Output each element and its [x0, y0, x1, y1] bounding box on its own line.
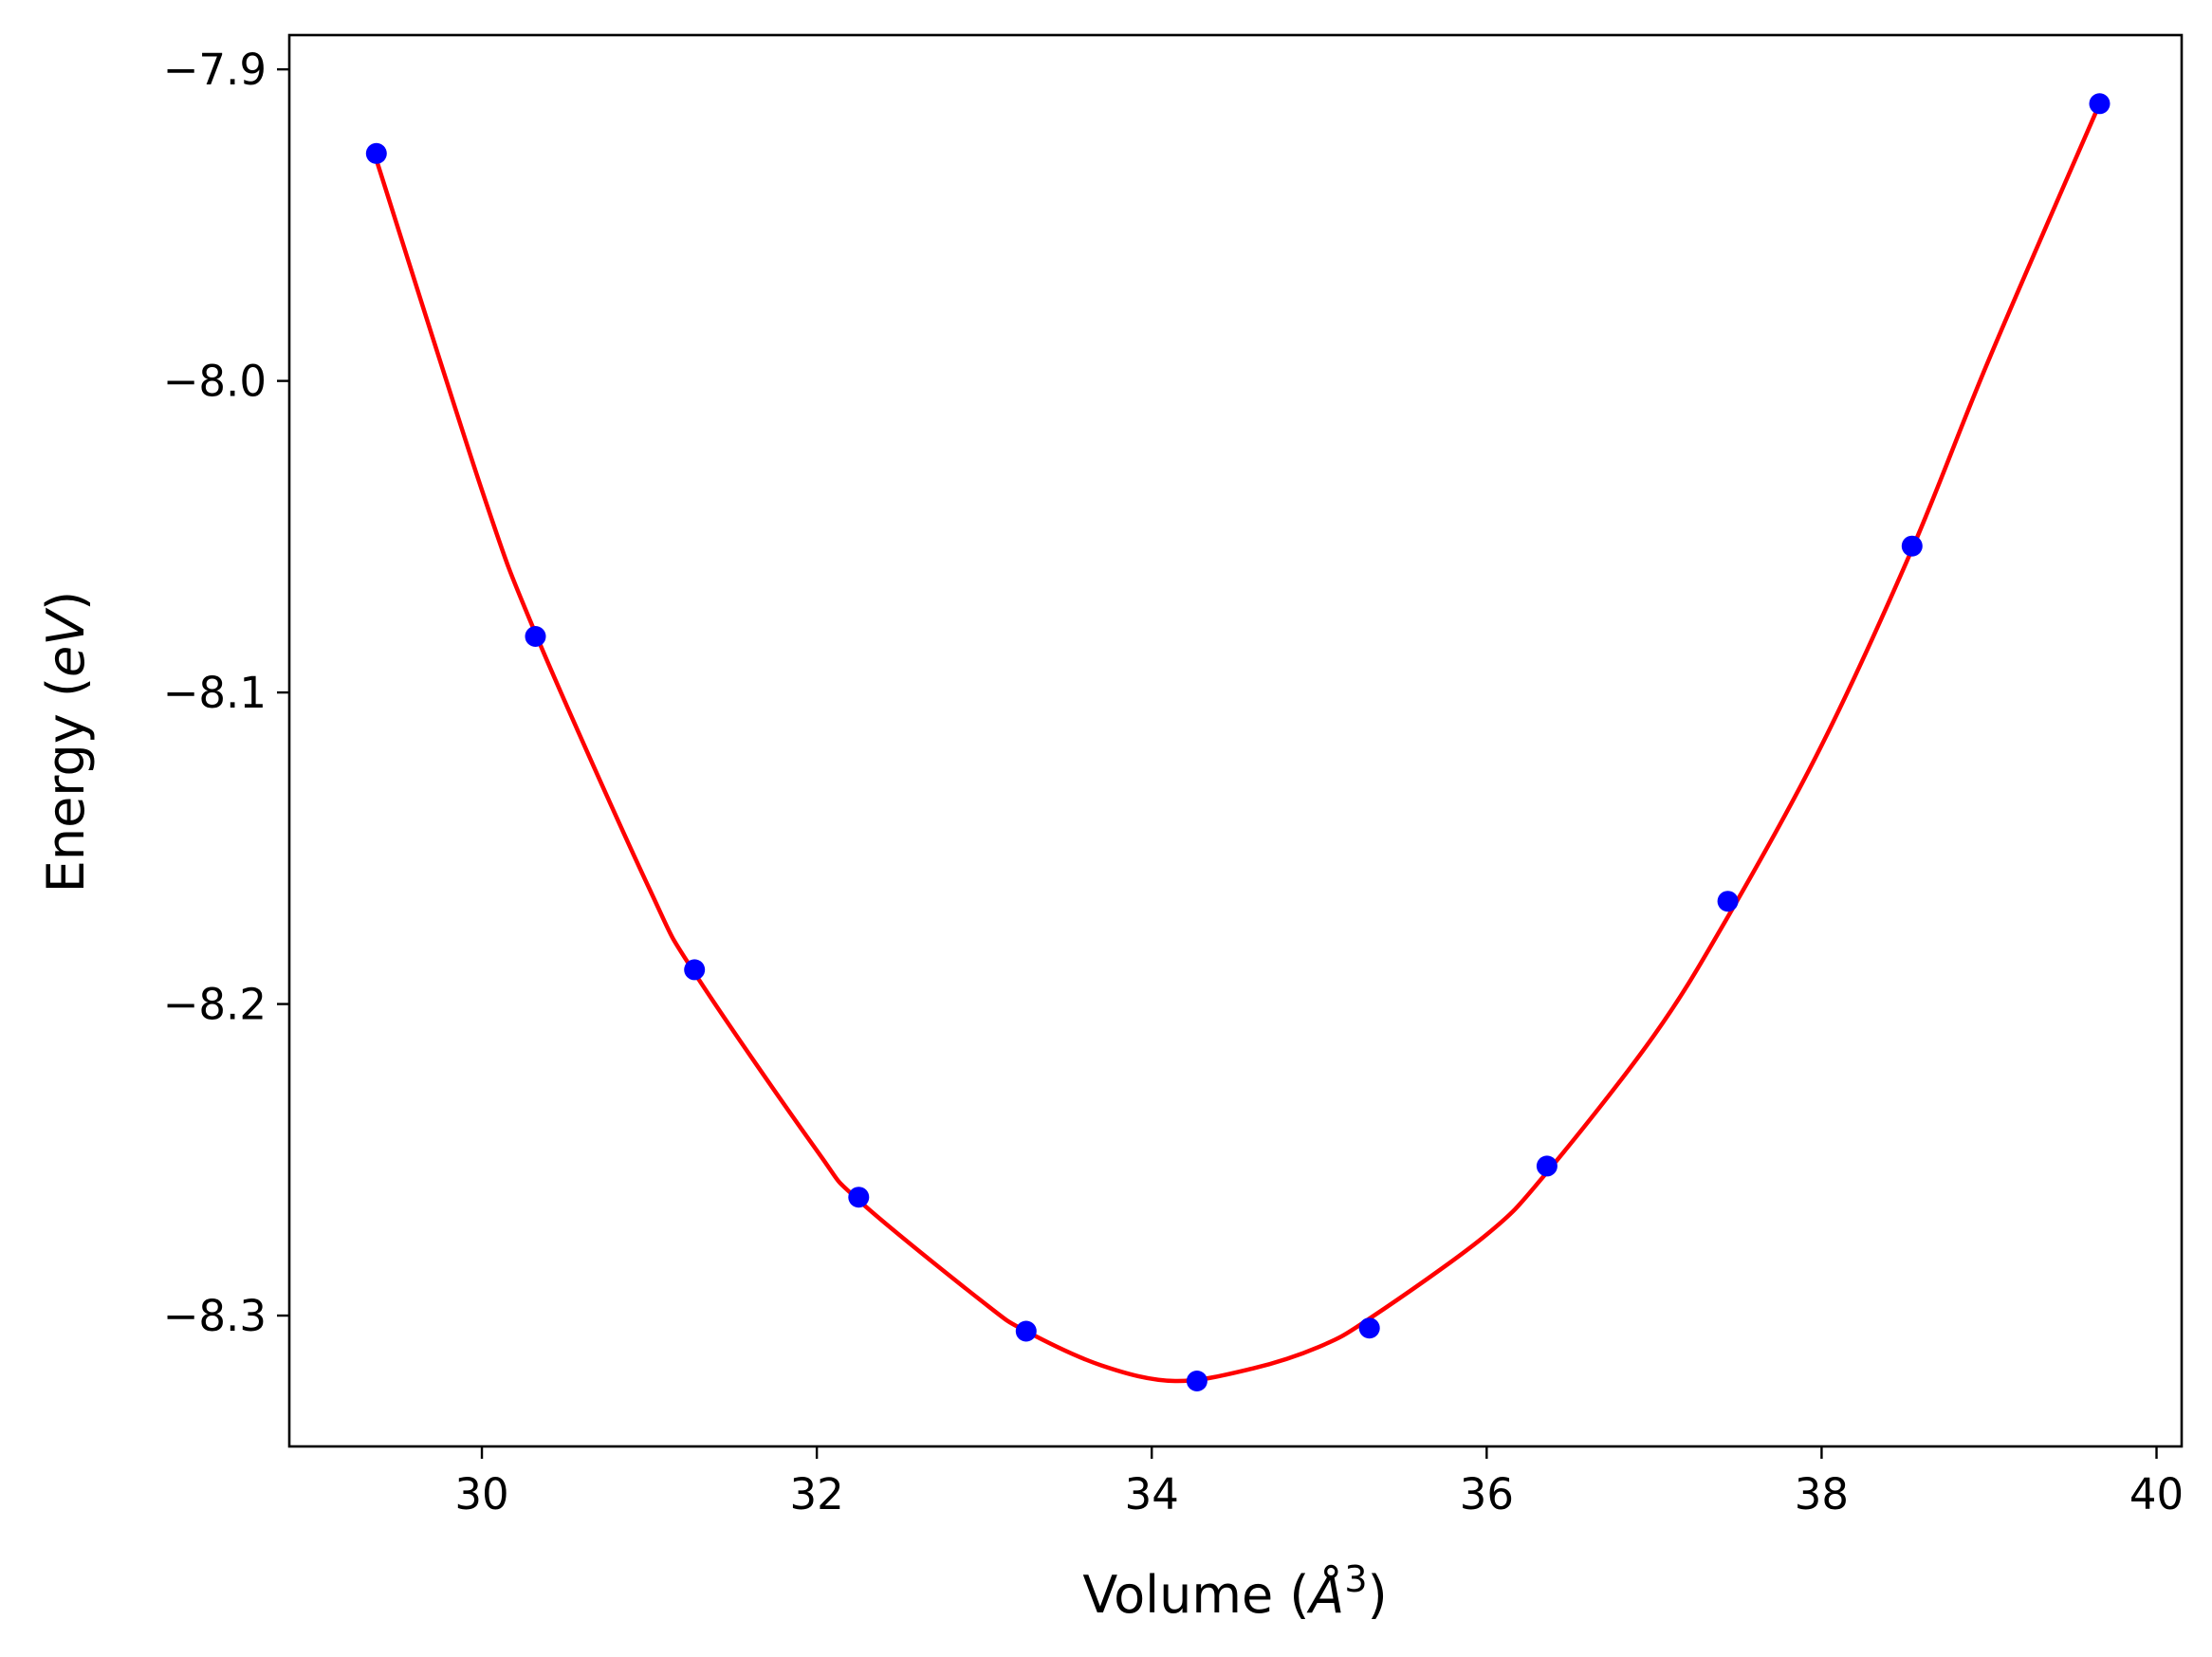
data-point	[1901, 535, 1923, 557]
data-point	[365, 142, 387, 164]
x-tick-label: 40	[2129, 1469, 2184, 1519]
x-axis-unit-exponent: 3	[1344, 1558, 1367, 1600]
data-point	[525, 626, 546, 647]
x-tick-label: 36	[1460, 1469, 1514, 1519]
data-point	[1015, 1320, 1037, 1342]
x-axis-unit: Å	[1306, 1564, 1344, 1625]
y-tick-label: −8.3	[163, 1291, 267, 1341]
y-tick-label: −8.2	[163, 980, 267, 1030]
data-point	[684, 959, 706, 981]
y-axis-ticks: −7.9 −8.0 −8.1 −8.2 −8.3	[163, 45, 289, 1341]
x-axis-label: Volume (Å3)	[1082, 1558, 1387, 1625]
y-axis-label: Energy (eV)	[36, 591, 96, 893]
fit-curve	[374, 102, 2102, 1384]
y-tick-label: −8.1	[163, 668, 267, 718]
y-tick-label: −8.0	[163, 357, 267, 407]
data-point	[848, 1187, 870, 1208]
x-tick-label: 32	[789, 1469, 843, 1519]
data-point	[2089, 93, 2111, 115]
data-point	[1536, 1155, 1558, 1177]
x-tick-label: 30	[454, 1469, 508, 1519]
x-axis-ticks: 30 32 34 36 38 40	[454, 1446, 2184, 1519]
y-axis-unit: eV	[36, 607, 96, 677]
data-point	[1358, 1317, 1380, 1339]
plot-area	[365, 93, 2111, 1391]
y-tick-label: −7.9	[163, 45, 267, 95]
x-tick-label: 34	[1125, 1469, 1179, 1519]
data-point	[1717, 891, 1739, 912]
data-point	[1186, 1371, 1207, 1391]
x-tick-label: 38	[1795, 1469, 1849, 1519]
plot-frame	[287, 33, 2184, 1448]
